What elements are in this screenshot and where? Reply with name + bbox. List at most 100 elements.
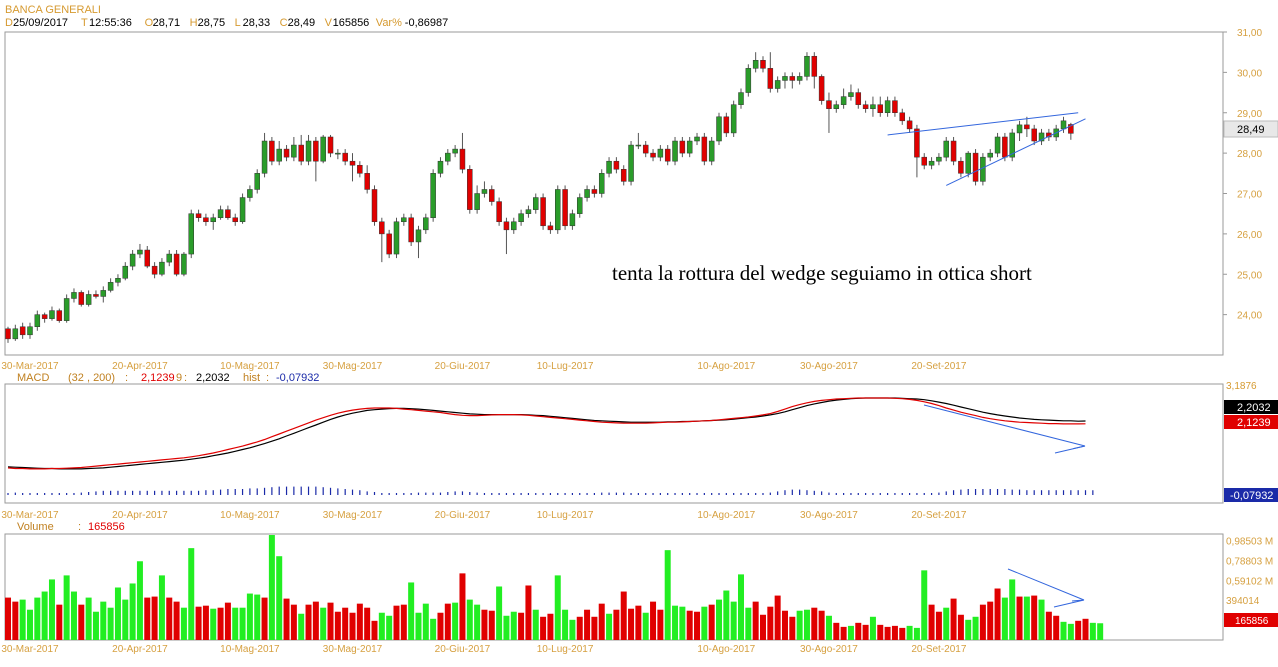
candle-body <box>870 104 876 109</box>
volume-bar <box>1082 618 1089 640</box>
volume-bar <box>540 616 547 640</box>
volume-bar <box>554 575 561 640</box>
volume-bar <box>166 597 173 640</box>
price-tick-label-2: 29,00 <box>1237 109 1262 120</box>
volume-bar <box>444 603 451 640</box>
candles-group <box>5 52 1074 343</box>
volume-bar <box>408 582 415 640</box>
volume-bar <box>664 550 671 640</box>
candle-body <box>892 100 898 113</box>
volume-bar <box>745 607 752 640</box>
volume-bar <box>840 626 847 640</box>
candle-body <box>914 128 920 158</box>
volume-bar <box>5 597 11 640</box>
volume-bar <box>305 604 312 640</box>
candle-body <box>107 282 114 291</box>
date-label: 20-Set-2017 <box>911 361 966 372</box>
volume-bar <box>136 561 143 640</box>
volume-bar <box>334 611 341 640</box>
signal-tag <box>1224 400 1278 414</box>
volume-bar <box>510 611 517 640</box>
candle-body <box>1002 136 1008 158</box>
volume-bar <box>298 613 305 640</box>
candle-body <box>115 278 121 283</box>
date-label: 30-Mag-2017 <box>323 510 383 521</box>
volume-bar <box>891 625 898 640</box>
volume-bar <box>26 609 33 640</box>
volume-bar <box>1060 621 1067 640</box>
candle-body <box>137 249 143 255</box>
volume-bar <box>1023 596 1030 640</box>
header-key-2: O <box>145 17 154 29</box>
date-label: 30-Mar-2017 <box>1 510 59 521</box>
volume-bar <box>129 583 136 640</box>
candle-body <box>188 213 194 255</box>
candle-body <box>987 152 993 158</box>
volume-bar <box>400 604 407 640</box>
macd-y-top: 3,1876 <box>1226 381 1257 392</box>
volume-bar <box>591 616 598 640</box>
candle-body <box>518 213 524 223</box>
date-axis-price: 30-Mar-2017 20-Apr-2017 10-Mag-2017 30-Mag-… <box>1 361 967 372</box>
hist-label: hist <box>243 372 260 384</box>
volume-bar <box>877 624 884 640</box>
volume-bar <box>239 607 246 640</box>
volume-bar <box>811 607 818 640</box>
date-axis-volume: 30-Mar-2017 20-Apr-2017 10-Mag-2017 30-Mag-… <box>1 644 967 655</box>
volume-bar <box>12 601 19 640</box>
date-label: 30-Mag-2017 <box>323 644 383 655</box>
date-label: 10-Lug-2017 <box>537 510 594 521</box>
candle-body <box>569 213 576 227</box>
volume-bar <box>884 626 891 640</box>
candle-body <box>701 136 708 162</box>
volume-bar <box>180 607 187 640</box>
volume-bar <box>488 610 495 640</box>
volume-bar <box>730 601 737 640</box>
candle-body <box>767 68 774 89</box>
volume-bar <box>943 607 950 640</box>
candle-body <box>415 229 422 243</box>
signal-tag-value: 2,2032 <box>1237 402 1271 414</box>
volume-bar <box>825 615 832 640</box>
volume-bar <box>437 612 444 640</box>
volume-bar <box>620 591 627 640</box>
volume-bar <box>85 597 92 640</box>
volume-bar <box>1097 623 1104 640</box>
price-tick-label-6: 25,00 <box>1237 270 1262 281</box>
header-key-0: D <box>5 17 13 29</box>
candle-body <box>445 152 451 162</box>
volume-bar <box>774 595 781 640</box>
volume-bar <box>34 597 41 640</box>
volume-bar <box>987 601 994 640</box>
volume-bar <box>283 598 290 640</box>
candle-body <box>994 136 1001 154</box>
volume-bar <box>1089 622 1096 640</box>
volume-bar <box>1031 595 1038 640</box>
macd-value: 2,1239 <box>141 372 175 384</box>
candle-body <box>774 80 781 89</box>
volume-bar <box>114 587 121 640</box>
date-label: 30-Ago-2017 <box>800 361 858 372</box>
volume-bar <box>349 612 356 640</box>
macd-sep: : <box>125 372 128 384</box>
volume-bar <box>48 579 55 640</box>
candle-body <box>760 60 766 69</box>
candle-body <box>694 136 700 142</box>
header-key-7: Var% <box>376 17 402 29</box>
volume-bar <box>913 627 920 640</box>
volume-bar <box>41 591 48 640</box>
candle-body <box>738 92 744 105</box>
date-label: 10-Ago-2017 <box>697 510 755 521</box>
macd-panel[interactable] <box>4 383 1224 504</box>
date-label: 10-Mag-2017 <box>220 644 280 655</box>
macd-tag-value: 2,1239 <box>1237 417 1271 429</box>
candle-body <box>716 116 722 142</box>
header-key-1: T <box>81 17 88 29</box>
candle-body <box>840 96 847 105</box>
header-key-4: L <box>235 17 241 29</box>
volume-bar <box>474 604 481 640</box>
price-panel[interactable] <box>4 31 1224 356</box>
volume-bar <box>1053 615 1060 640</box>
candle-body <box>1038 132 1045 142</box>
candle-body <box>511 221 517 231</box>
